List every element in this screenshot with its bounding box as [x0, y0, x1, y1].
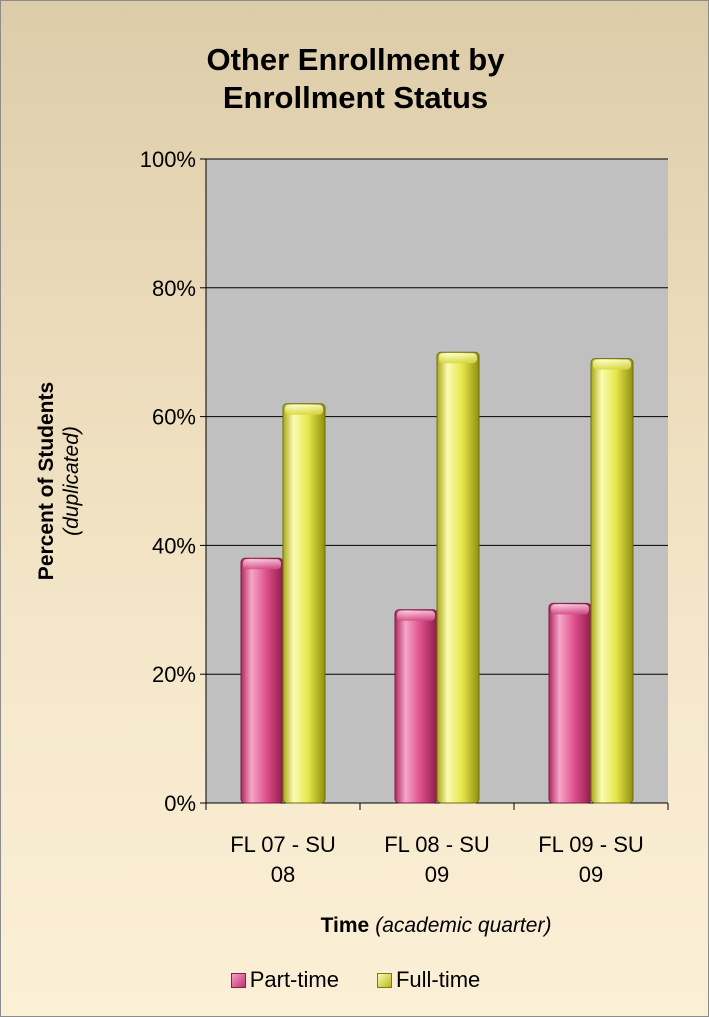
- y-axis-title: Percent of Students (duplicated): [35, 382, 83, 580]
- y-axis-title-sub: (duplicated): [60, 426, 83, 536]
- legend-label-full-time: Full-time: [395, 967, 481, 992]
- legend-item-full-time: Full-time: [376, 967, 481, 993]
- x-tick-labels: FL 07 - SU 08 FL 08 - SU 09 FL 09 - SU 09: [230, 832, 644, 887]
- y-tick-label: 100%: [140, 147, 196, 172]
- bar-full-time-0: [282, 403, 326, 804]
- x-tick-label: 08: [271, 862, 295, 887]
- x-axis-title-main: Time: [321, 914, 370, 937]
- y-tick-label: 80%: [152, 276, 196, 301]
- x-tick-label: FL 09 - SU: [538, 832, 644, 857]
- x-axis-title: Time (academic quarter): [321, 914, 552, 937]
- y-axis-title-main: Percent of Students: [35, 382, 58, 580]
- y-tick-label: 60%: [152, 405, 196, 430]
- axes: [205, 159, 669, 810]
- x-tick-label: FL 08 - SU: [384, 832, 490, 857]
- x-axis-title-sub: (academic quarter): [375, 914, 551, 937]
- y-tick-label: 0%: [164, 791, 196, 816]
- bar-part-time-0: [240, 557, 284, 804]
- legend-item-part-time: Part-time: [230, 967, 339, 993]
- x-tick-label: FL 07 - SU: [230, 832, 336, 857]
- legend-label-part-time: Part-time: [249, 967, 339, 992]
- chart-title: Other Enrollment by Enrollment Status: [1, 41, 708, 117]
- chart-title-line-1: Other Enrollment by: [206, 42, 505, 77]
- y-tick-label: 20%: [152, 662, 196, 687]
- x-tick-label: 09: [425, 862, 449, 887]
- legend-swatch-part-time: [230, 972, 246, 988]
- bar-part-time-2: [548, 602, 592, 804]
- y-tick-label: 40%: [152, 533, 196, 558]
- x-tick-label: 09: [579, 862, 603, 887]
- y-tick-labels: 0% 20% 40% 60% 80% 100%: [140, 147, 196, 816]
- bar-part-time-1: [394, 609, 438, 804]
- bar-full-time-1: [436, 351, 480, 804]
- legend-swatch-full-time: [376, 972, 392, 988]
- bar-full-time-2: [590, 358, 634, 804]
- chart-title-line-2: Enrollment Status: [222, 80, 489, 115]
- bars: [240, 351, 634, 804]
- legend: Part-time Full-time: [1, 967, 708, 993]
